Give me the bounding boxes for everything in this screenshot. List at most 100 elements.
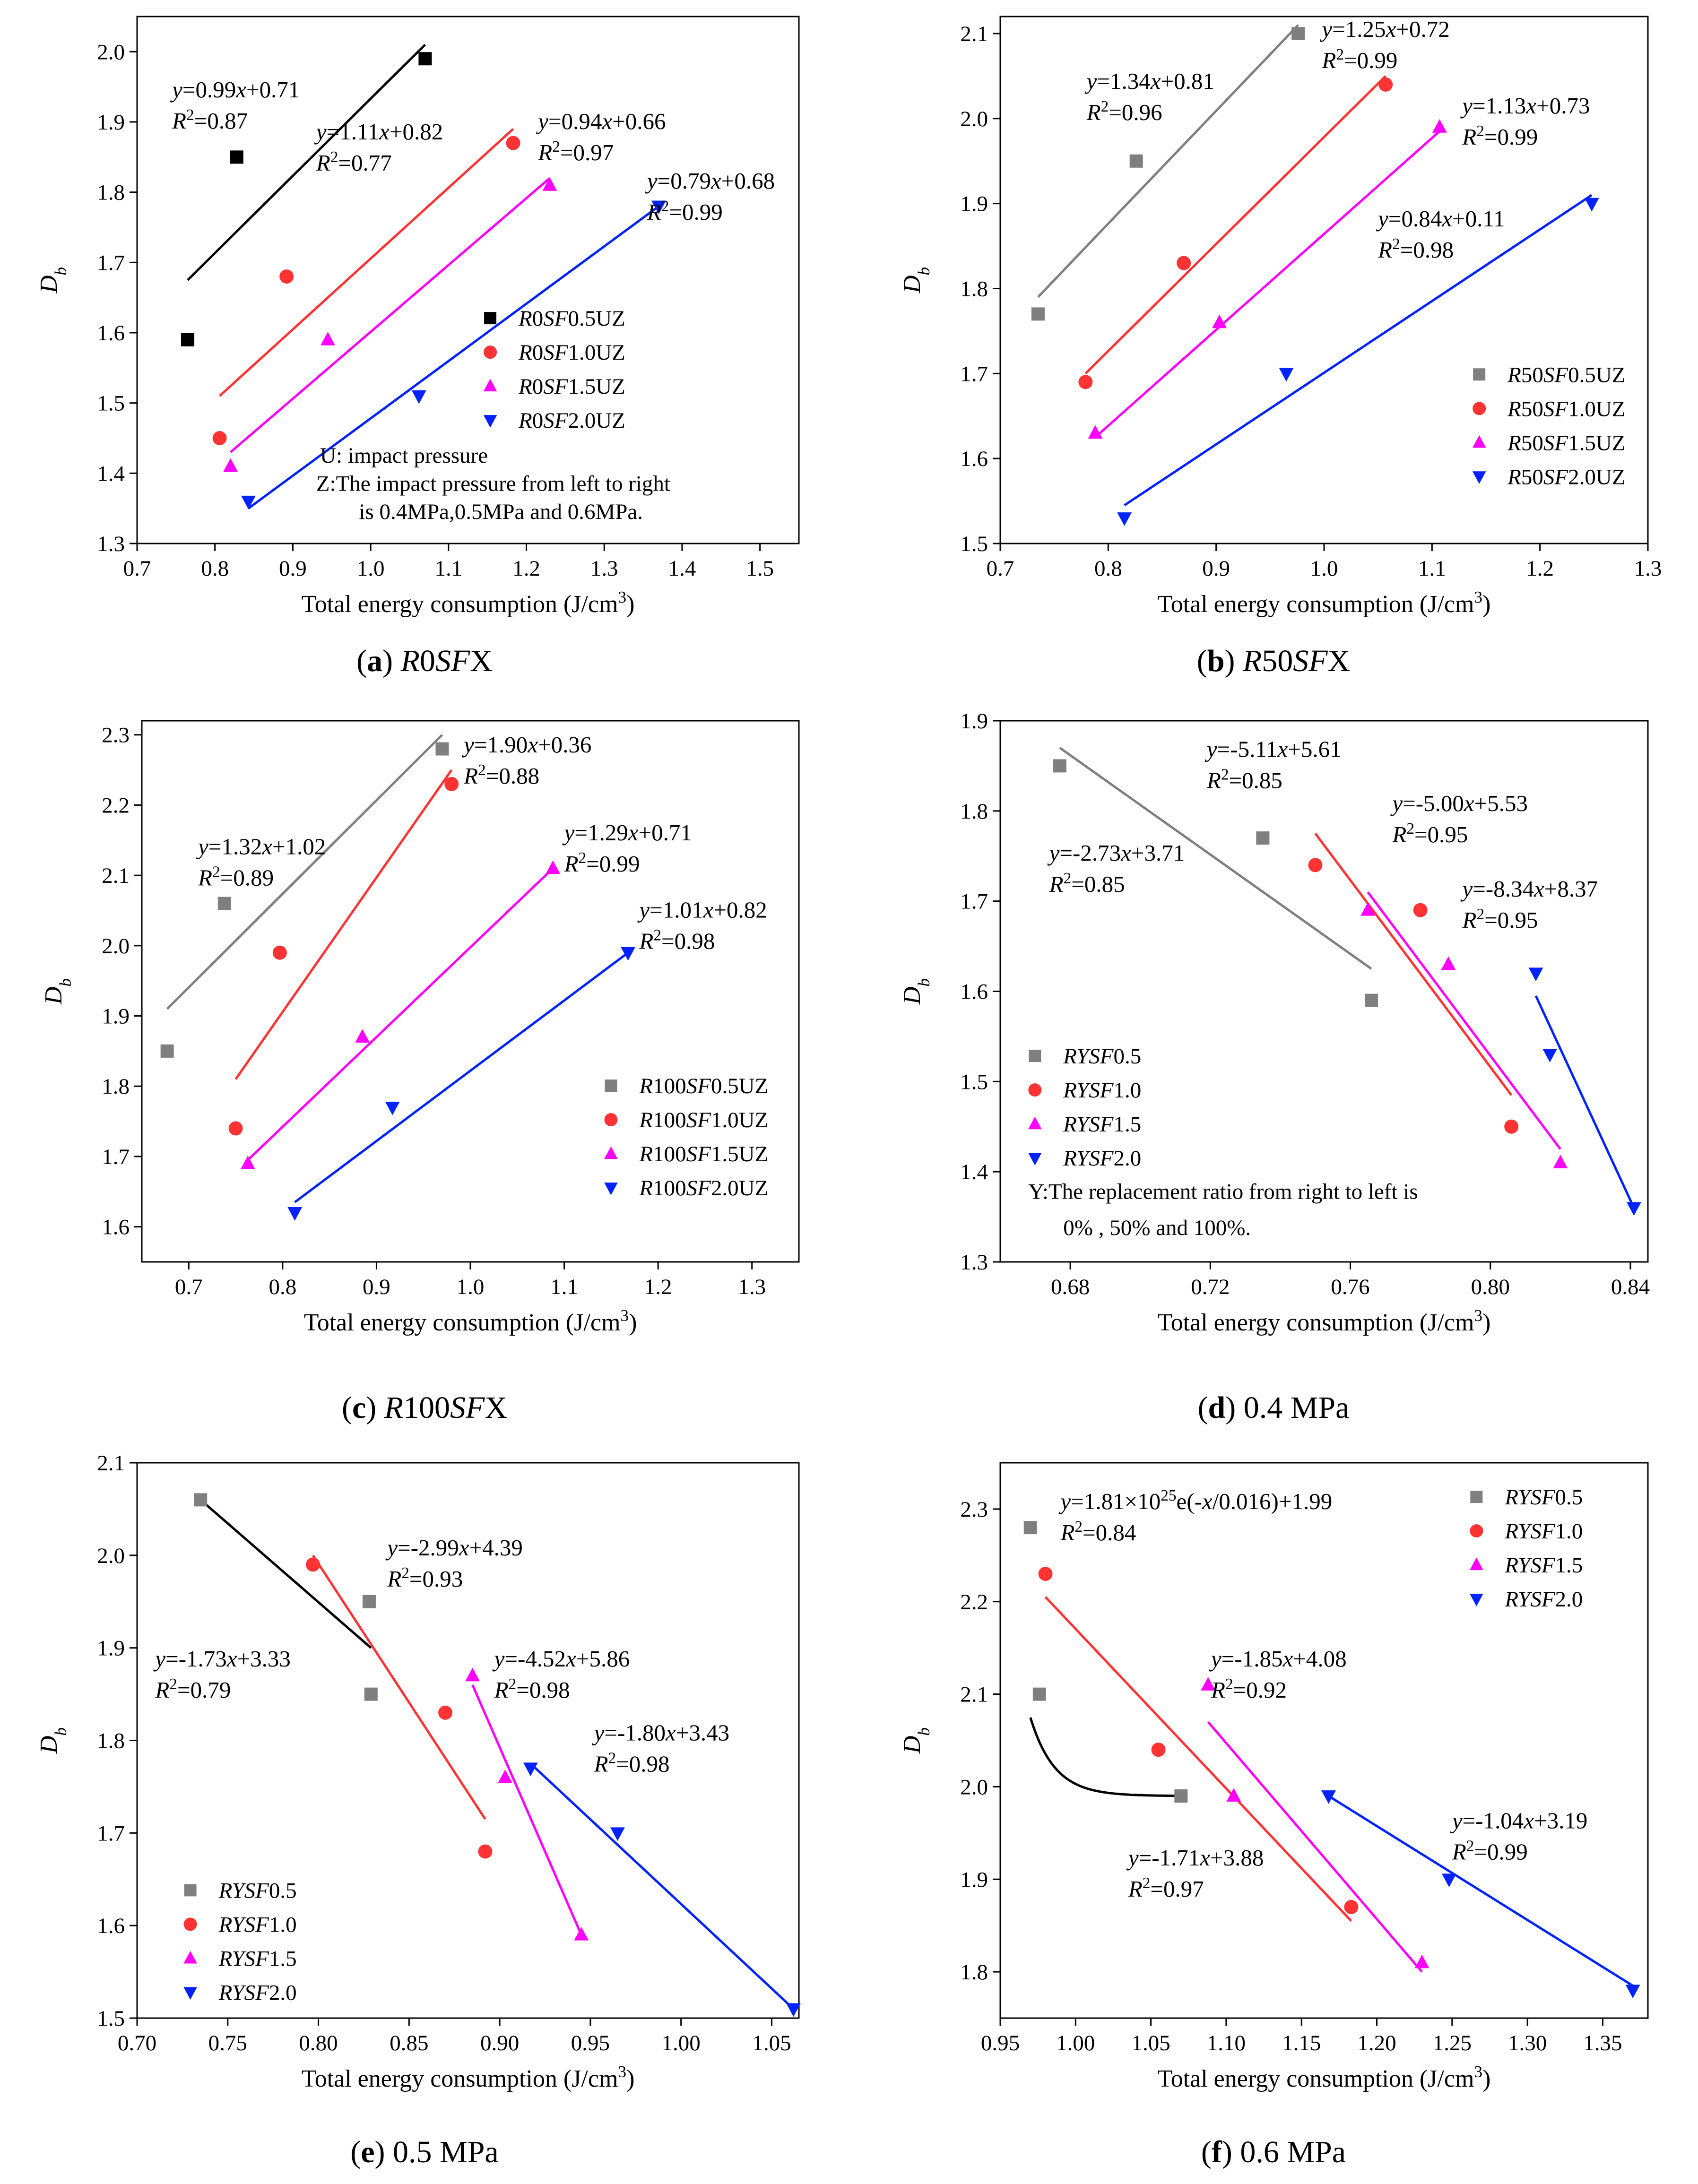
legend-label-part: 1.5 — [1114, 1112, 1142, 1137]
fit-equation: y=1.29x+0.71 — [562, 820, 692, 846]
legend-marker — [484, 312, 497, 325]
legend-label-part: RY — [1504, 1485, 1533, 1510]
fit-r-squared-sup: 2 — [478, 761, 486, 778]
legend-label-part: 1.5 — [269, 1946, 297, 1971]
legend-label-part: SF — [1089, 1112, 1114, 1137]
data-point — [651, 200, 666, 215]
fit-r-squared-part: =0.96 — [1109, 99, 1162, 125]
panel-caption-letter: a — [367, 644, 382, 678]
fit-equation: y=0.84x+0.11 — [1376, 206, 1505, 232]
fit-equation: y=-1.85x+4.08 — [1209, 1646, 1347, 1672]
legend-label-part: 1.0UZ — [568, 340, 625, 365]
y-tick-label: 1.8 — [97, 181, 125, 205]
fit-equation-part: x — [1150, 68, 1161, 94]
y-tick-label: 1.6 — [102, 1215, 130, 1240]
x-tick-label: 1.0 — [357, 556, 385, 581]
y-tick-label: 2.0 — [97, 40, 125, 64]
legend-marker — [183, 1951, 197, 1964]
fit-line — [1207, 1721, 1423, 1973]
fit-r-squared-sup: 2 — [1221, 766, 1229, 783]
panel-caption-part: ) — [375, 2135, 393, 2169]
x-axis-label: Total energy consumption (J/cm3) — [302, 587, 635, 618]
y-tick-label: 1.5 — [97, 391, 125, 416]
legend-label-part: RY — [1063, 1146, 1091, 1171]
fit-r-squared-part: =0.95 — [1414, 821, 1468, 847]
panel-caption-part: ) — [1224, 644, 1242, 678]
legend-label-part: R — [1507, 363, 1521, 387]
data-point — [1291, 26, 1305, 40]
fit-r-squared-sup: 2 — [212, 863, 220, 881]
fit-equation-part: =1.32 — [208, 834, 262, 860]
fit-r-squared-sup: 2 — [579, 849, 587, 866]
data-point — [523, 1762, 538, 1777]
fit-r-squared: R2=0.89 — [198, 863, 274, 891]
y-tick-label: 1.5 — [97, 2006, 125, 2031]
fit-equation-part: +5.61 — [1288, 736, 1341, 762]
y-tick-label: 1.9 — [102, 1004, 130, 1029]
legend-label-part: SF — [1543, 363, 1569, 387]
x-tick-label: 0.95 — [981, 2031, 1020, 2055]
x-tick-label: 1.0 — [1310, 556, 1338, 581]
y-tick-label: 1.9 — [960, 709, 988, 734]
data-point — [1256, 831, 1270, 845]
y-tick-label: 1.3 — [960, 1250, 988, 1275]
legend-label-part: 2.0UZ — [711, 1176, 768, 1200]
fit-equation-part: y — [1376, 206, 1388, 232]
data-point — [1378, 77, 1393, 92]
fit-r-squared: R2=0.99 — [647, 198, 723, 225]
fit-equation-part: y — [1460, 876, 1473, 902]
legend-label-part: SF — [543, 374, 569, 399]
x-tick-label: 1.00 — [1056, 2031, 1095, 2055]
panel-caption: (e) 0.5 MPa — [350, 2135, 498, 2169]
fit-equation-part: y — [492, 1646, 505, 1672]
fit-r-squared-part: R — [1128, 1876, 1143, 1902]
fit-line — [218, 128, 514, 397]
data-point — [418, 52, 432, 66]
fit-r-squared-part: =0.97 — [1150, 1876, 1204, 1902]
data-point — [1038, 1567, 1053, 1581]
legend-label-part: RY — [218, 1878, 247, 1903]
fit-r-squared-part: R — [155, 1677, 169, 1703]
x-axis-label-part: Total energy consumption (J/cm — [1158, 2065, 1474, 2092]
fit-equation-part: x — [1523, 1808, 1534, 1834]
fit-equation: y=-4.52x+5.86 — [492, 1646, 630, 1672]
panel-caption-text-part: 100 — [403, 1390, 450, 1425]
fit-r-squared-part: =0.98 — [661, 928, 715, 954]
y-tick-label: 2.0 — [960, 1775, 988, 1799]
fit-r-squared-sup: 2 — [1143, 1874, 1151, 1891]
fit-r-squared-part: =0.93 — [409, 1566, 463, 1592]
fit-equation-part: =0.94 — [548, 108, 602, 134]
fit-equation-part: +0.73 — [1536, 93, 1590, 119]
data-point — [160, 1044, 174, 1058]
legend-marker — [1473, 368, 1486, 381]
data-point — [1364, 993, 1378, 1007]
fit-equation-part: =0.79 — [658, 168, 711, 194]
legend-label: R100SF1.5UZ — [639, 1142, 768, 1166]
x-tick-label: 0.7 — [123, 556, 151, 581]
y-tick-label: 1.8 — [97, 1729, 125, 1753]
fit-line — [199, 1499, 372, 1649]
fit-equation-part: +0.71 — [246, 77, 300, 103]
legend-label: RYSF0.5 — [218, 1878, 297, 1903]
fit-line — [471, 1684, 583, 1935]
data-point — [1117, 512, 1132, 526]
fit-equation: y=0.99x+0.71 — [170, 77, 300, 103]
fit-r-squared-part: =0.99 — [1484, 124, 1538, 150]
fit-equation-part: y — [461, 732, 474, 758]
fit-equation-part: =1.81 — [1071, 1488, 1124, 1514]
legend-label-part: R — [639, 1142, 653, 1166]
fit-equation-part: =-1.04 — [1463, 1808, 1524, 1834]
fit-equation-part: y — [562, 820, 575, 846]
data-point — [272, 945, 287, 960]
fit-r-squared: R2=0.96 — [1086, 97, 1162, 125]
x-tick-label: 1.1 — [1418, 556, 1446, 581]
data-point — [1088, 425, 1103, 439]
x-axis-label-sup: 3 — [618, 587, 626, 606]
legend-label-part: SF — [543, 306, 569, 331]
legend-label-part: SF — [1530, 1553, 1556, 1578]
legend-label: RYSF2.0 — [1063, 1146, 1141, 1171]
data-point — [385, 1101, 400, 1115]
x-axis-label-sup: 3 — [1474, 1306, 1482, 1325]
legend-label-part: SF — [1543, 465, 1569, 489]
fit-r-squared-part: R — [494, 1677, 509, 1703]
